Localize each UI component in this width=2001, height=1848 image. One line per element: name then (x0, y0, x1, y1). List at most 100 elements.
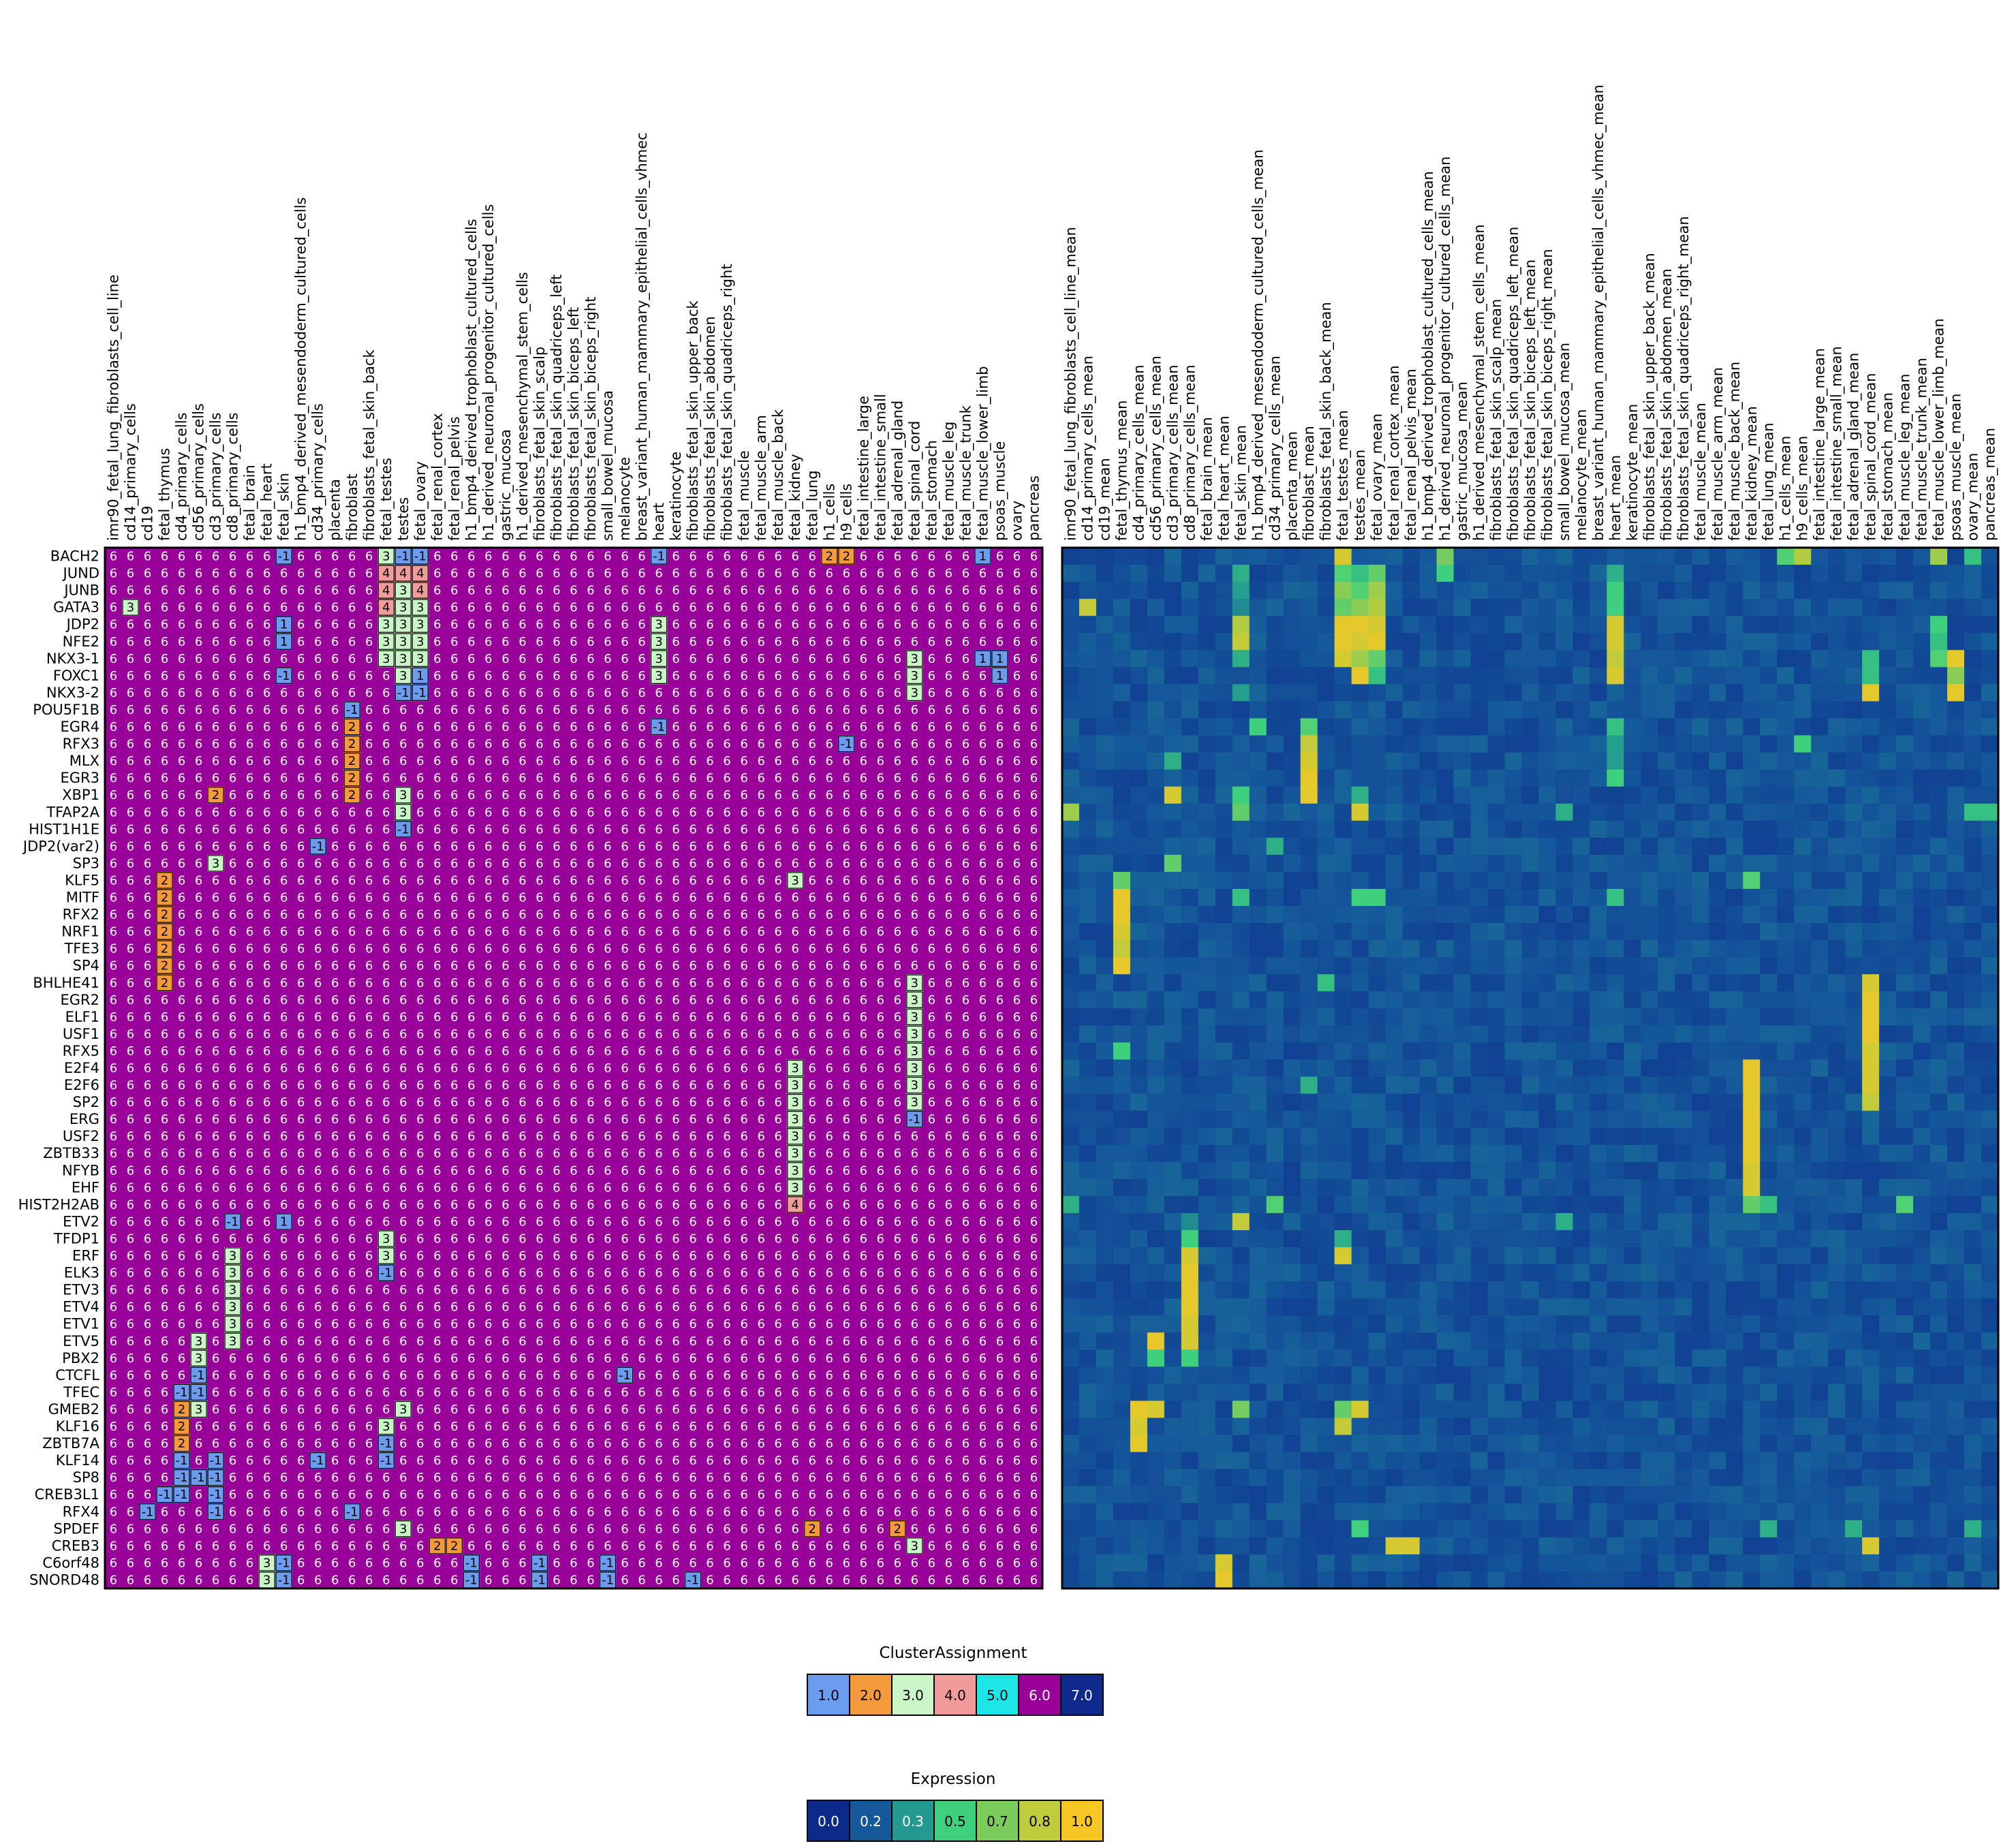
cluster-cell-label: 6 (348, 1146, 356, 1161)
cluster-cell-label: 6 (246, 754, 253, 768)
cluster-cell-label: 3 (792, 1078, 799, 1093)
cluster-cell-label: 6 (348, 976, 356, 990)
cluster-cell-label: 6 (706, 720, 713, 734)
cluster-cell-label: 6 (536, 1061, 543, 1076)
cluster-cell-label: 6 (638, 1266, 645, 1281)
cluster-cell-label: 6 (757, 959, 764, 973)
cluster-cell-label: 6 (110, 1112, 117, 1127)
cluster-cell-label: 6 (979, 669, 987, 683)
cluster-cell-label: 6 (229, 942, 236, 956)
cluster-cell-label: 6 (604, 1266, 611, 1281)
cluster-cell-label: 6 (467, 856, 475, 871)
cluster-cell-label: 6 (246, 1078, 253, 1093)
cluster-cell-label: 6 (553, 1010, 560, 1024)
cluster-cell-label: 6 (450, 1317, 458, 1332)
cluster-cell-label: 6 (178, 1129, 185, 1144)
cluster-cell-label: 6 (809, 1146, 816, 1161)
cluster-cell-label: 6 (246, 1129, 253, 1144)
cluster-cell-label: 6 (280, 1095, 288, 1110)
cluster-cell-label: 6 (382, 703, 390, 717)
cluster-cell (548, 599, 565, 616)
cluster-cell-label: 6 (655, 976, 662, 990)
cluster-cell-label: 6 (314, 788, 322, 802)
cluster-cell-label: 6 (553, 856, 560, 871)
cluster-cell-label: 6 (331, 1146, 339, 1161)
cluster-cell-label: 6 (553, 1249, 560, 1264)
cluster-cell-label: 6 (826, 925, 833, 939)
cluster-cell-label: 6 (655, 788, 662, 802)
cluster-cell-label: 6 (996, 550, 1004, 564)
cluster-cell-label: 6 (996, 993, 1004, 1007)
cluster-cell-label: 6 (553, 1129, 560, 1144)
cluster-cell-label: 2 (348, 771, 356, 785)
cluster-cell-label: 6 (280, 1146, 288, 1161)
cluster-cell-label: 6 (757, 567, 764, 581)
cluster-cell-label: 6 (774, 976, 781, 990)
cluster-cell-label: 6 (689, 976, 696, 990)
cluster-cell-label: 6 (212, 1163, 219, 1178)
cluster-cell-label: 6 (314, 1044, 322, 1059)
cluster-cell-label: 6 (536, 1112, 543, 1127)
cluster-cell-label: 6 (911, 839, 918, 853)
cluster-cell-label: 6 (314, 567, 322, 581)
cluster-cell-label: 6 (928, 1163, 935, 1178)
cluster-cell-label: 6 (826, 1283, 833, 1298)
cluster-cell-label: 6 (399, 1078, 407, 1093)
cluster-cell-label: 6 (979, 908, 987, 922)
cluster-cell-label: 6 (877, 1112, 884, 1127)
cluster-cell-label: 6 (348, 618, 356, 632)
cluster-cell-label: 6 (604, 805, 611, 819)
cluster-cell-label: 6 (348, 1129, 356, 1144)
cluster-cell-label: 6 (212, 942, 219, 956)
cluster-cell-label: 6 (518, 839, 526, 853)
cluster-cell-label: 6 (860, 976, 867, 990)
cluster-cell-label: 6 (945, 993, 952, 1007)
cluster-cell-label: 6 (297, 720, 305, 734)
cluster-cell-label: 6 (195, 908, 202, 922)
cluster-cell-label: 6 (246, 703, 253, 717)
cluster-cell-label: 6 (110, 754, 117, 768)
cluster-cell-label: 6 (860, 1300, 867, 1315)
cluster-cell-label: 6 (587, 1180, 594, 1195)
cluster-cell-label: 6 (467, 635, 475, 649)
cluster-cell-label: 6 (877, 942, 884, 956)
cluster-cell-label: 6 (484, 925, 492, 939)
cluster-cell-label: 6 (331, 993, 339, 1007)
cluster-cell (105, 565, 123, 582)
cluster-cell-label: 6 (877, 635, 884, 649)
cluster-cell-label: 6 (127, 652, 134, 666)
cluster-cell-label: 6 (110, 1215, 117, 1229)
cluster-cell-label: 6 (689, 635, 696, 649)
cluster-cell-label: 6 (843, 805, 850, 819)
cluster-cell-label: 6 (433, 1197, 441, 1212)
cluster-cell-label: 6 (127, 618, 134, 632)
cluster-cell (258, 599, 276, 616)
cluster-cell-label: 6 (416, 1249, 424, 1264)
cluster-cell-label: 6 (229, 839, 236, 853)
cluster-cell-label: 6 (877, 959, 884, 973)
cluster-cell (139, 599, 157, 616)
cluster-cell-label: 2 (161, 959, 168, 973)
cluster-cell-label: 6 (638, 652, 645, 666)
cluster-cell (224, 548, 242, 565)
cluster-cell-label: 6 (212, 669, 219, 683)
cluster-cell-label: 6 (518, 1197, 526, 1212)
cluster-cell-label: 6 (672, 1249, 679, 1264)
cluster-cell-label: 6 (689, 1078, 696, 1093)
cluster-cell-label: 6 (638, 1146, 645, 1161)
cluster-cell-label: 6 (570, 1180, 577, 1195)
cluster-cell-label: 6 (860, 805, 867, 819)
cluster-cell-label: 6 (280, 942, 288, 956)
cluster-cell-label: 6 (740, 856, 747, 871)
cluster-cell (820, 599, 839, 616)
cluster-assignment-heatmap: 6 6 6 6 6 6 6 6 6 6 -1 6 6 6 6 6 3 -1 -1 6 6 6 6 6 6 6 6 6 6 6 6 6 -1 6 6 6… (18, 132, 1044, 1590)
cluster-cell-label: 6 (399, 1095, 407, 1110)
cluster-cell-label: 6 (416, 942, 424, 956)
cluster-cell-label: 6 (911, 754, 918, 768)
cluster-cell-label: 6 (911, 873, 918, 888)
cluster-cell-label: 6 (212, 873, 219, 888)
cluster-cell-label: 6 (672, 720, 679, 734)
cluster-cell-label: 6 (297, 550, 305, 564)
cluster-cell-label: 3 (792, 1095, 799, 1110)
cluster-cell-label: 6 (553, 925, 560, 939)
